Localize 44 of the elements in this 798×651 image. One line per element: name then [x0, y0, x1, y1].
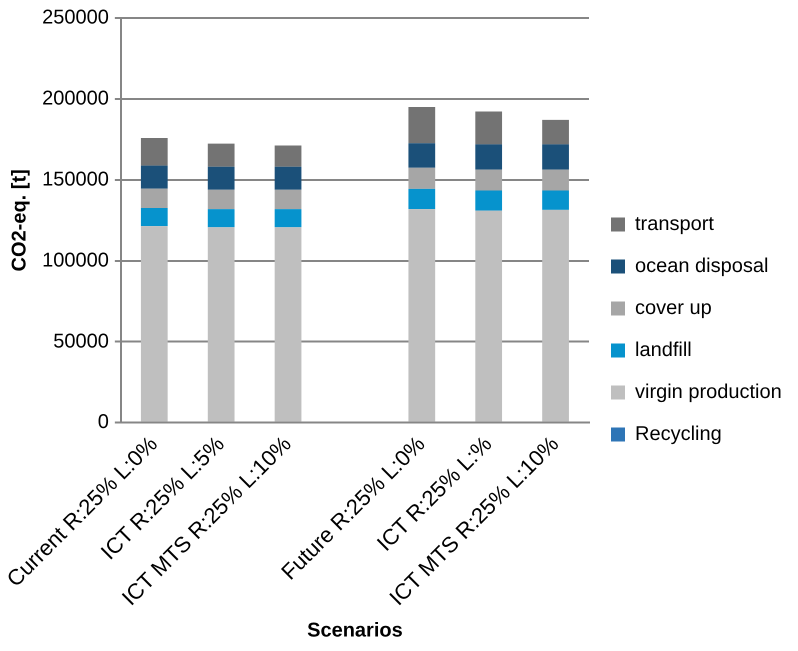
- legend-label: landfill: [635, 339, 692, 362]
- bar: [208, 166, 235, 190]
- bar: [274, 146, 302, 167]
- bar: [274, 166, 302, 190]
- bar: [408, 209, 436, 422]
- y-tick-label: 100000: [42, 249, 109, 272]
- y-tick-label: 50000: [53, 330, 109, 352]
- bar: [140, 138, 168, 166]
- bar: [208, 227, 235, 422]
- bar: [542, 210, 569, 422]
- bar: [542, 190, 569, 210]
- bar: [475, 144, 502, 170]
- bar: [140, 226, 168, 422]
- bar: [140, 166, 168, 189]
- legend-label: virgin production: [635, 381, 782, 404]
- legend-label: ocean disposal: [635, 255, 768, 278]
- bar: [475, 210, 502, 422]
- legend-label: transport: [635, 213, 714, 236]
- y-tick-label: 0: [98, 411, 109, 434]
- bar: [274, 209, 302, 228]
- bar: [140, 208, 168, 226]
- bar: [208, 144, 235, 167]
- bar: [274, 190, 302, 210]
- y-tick-label: 150000: [42, 168, 109, 190]
- x-axis-title: Scenarios: [307, 620, 403, 642]
- legend-label: Recycling: [635, 423, 722, 446]
- bar: [408, 143, 436, 168]
- legend-label: cover up: [635, 297, 712, 320]
- bar: [475, 190, 502, 211]
- bar: [208, 190, 235, 210]
- y-tick-label: 250000: [42, 6, 109, 29]
- bar: [408, 168, 436, 189]
- bar: [408, 107, 436, 144]
- y-axis-title: CO2-eq. [t]: [8, 169, 31, 272]
- bar: [475, 170, 502, 191]
- bar: [274, 227, 302, 422]
- bar: [408, 188, 436, 210]
- bar: [208, 209, 235, 228]
- bar: [542, 170, 569, 191]
- bar: [140, 188, 168, 208]
- bar: [475, 112, 502, 144]
- bar: [542, 144, 569, 170]
- y-tick-label: 200000: [42, 87, 109, 110]
- bar: [542, 120, 569, 144]
